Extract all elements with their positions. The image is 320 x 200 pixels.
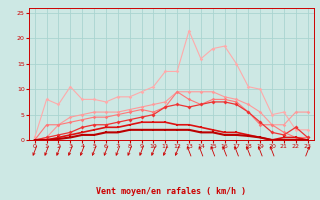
Text: Vent moyen/en rafales ( km/h ): Vent moyen/en rafales ( km/h ) (96, 187, 246, 196)
